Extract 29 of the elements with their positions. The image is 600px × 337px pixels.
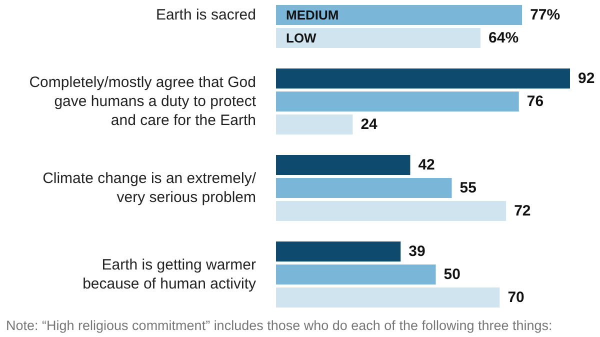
data-label: 42 <box>418 156 435 174</box>
series-label: LOW <box>286 30 318 46</box>
data-label: 70 <box>508 289 524 306</box>
data-label: 39 <box>408 243 426 260</box>
y-tick-label: Climate change is an extremely/ very serious problem <box>42 170 257 206</box>
bar <box>276 201 506 221</box>
y-tick-label: Earth is getting warmer because of human activity <box>82 256 256 292</box>
bar <box>276 288 500 308</box>
y-tick-label: Earth is sacred <box>156 6 256 24</box>
bar <box>276 155 410 175</box>
bar <box>276 242 401 262</box>
bar <box>276 28 481 48</box>
bar <box>276 92 519 112</box>
text: Note: “High religious commitment” includes those who do each of the following three things: <box>6 318 552 333</box>
data-label: 72 <box>514 202 531 220</box>
y-tick-label: Completely/mostly agree that God gave humans a duty to protect and care for the Earth <box>29 74 257 129</box>
bar <box>276 5 522 25</box>
data-label: 50 <box>444 266 460 283</box>
data-label: 55 <box>460 180 476 196</box>
data-label: 77% <box>530 6 560 24</box>
data-label: 92 <box>578 70 595 87</box>
data-label: 24 <box>360 116 378 133</box>
data-label: 76 <box>526 93 544 110</box>
bar <box>276 178 452 198</box>
bar <box>276 114 353 134</box>
data-label: 64% <box>488 30 519 46</box>
bar <box>276 264 436 284</box>
series-label: MEDIUM <box>286 8 339 22</box>
bar <box>276 68 570 88</box>
